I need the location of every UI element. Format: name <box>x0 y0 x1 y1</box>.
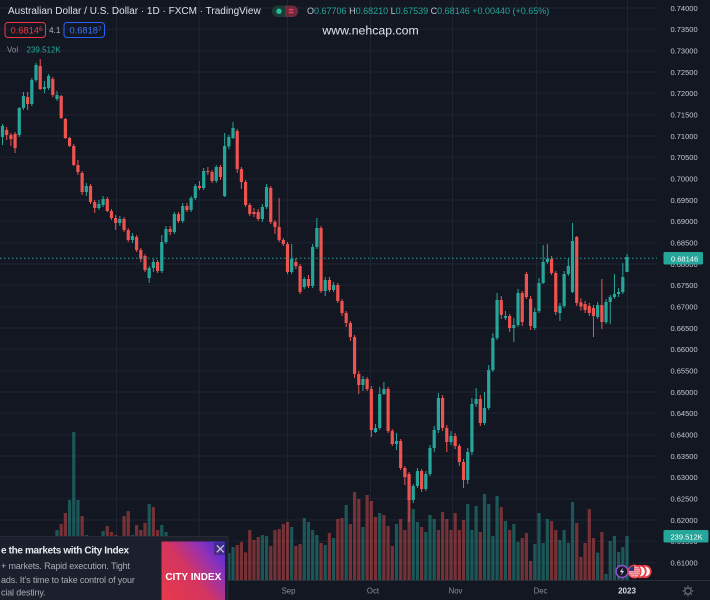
svg-text:0.67000: 0.67000 <box>671 303 698 312</box>
svg-text:0.61000: 0.61000 <box>671 559 698 568</box>
svg-text:0.71000: 0.71000 <box>671 132 698 141</box>
svg-text:0.66500: 0.66500 <box>671 324 698 333</box>
svg-text:4.1: 4.1 <box>49 26 61 35</box>
svg-text:0.64500: 0.64500 <box>671 409 698 418</box>
svg-text:cial destiny.: cial destiny. <box>1 588 45 598</box>
svg-text:Vol: Vol <box>7 46 18 55</box>
svg-text:0.65500: 0.65500 <box>671 367 698 376</box>
svg-text:0.70500: 0.70500 <box>671 153 698 162</box>
svg-text:2023: 2023 <box>618 587 636 596</box>
svg-text:ads. It’s time to take control: ads. It’s time to take control of your <box>1 575 135 585</box>
svg-text:CITY INDEX: CITY INDEX <box>165 572 221 583</box>
svg-text:Dec: Dec <box>534 587 548 596</box>
svg-text:0.65000: 0.65000 <box>671 388 698 397</box>
svg-text:0.73000: 0.73000 <box>671 47 698 56</box>
svg-text:0.68146: 0.68146 <box>11 26 43 36</box>
svg-text:0.68500: 0.68500 <box>671 239 698 248</box>
svg-text:0.73500: 0.73500 <box>671 25 698 34</box>
svg-text:0.66000: 0.66000 <box>671 345 698 354</box>
svg-text:Nov: Nov <box>449 587 463 596</box>
svg-text:0.70000: 0.70000 <box>671 175 698 184</box>
svg-text:0.62000: 0.62000 <box>671 516 698 525</box>
svg-text:0.71500: 0.71500 <box>671 111 698 120</box>
svg-text:0.69000: 0.69000 <box>671 217 698 226</box>
svg-text:Oct: Oct <box>367 587 380 596</box>
svg-text:0.67500: 0.67500 <box>671 281 698 290</box>
svg-text:Sep: Sep <box>282 587 297 596</box>
svg-text:239.512K: 239.512K <box>27 46 62 55</box>
svg-text:0.72000: 0.72000 <box>671 89 698 98</box>
svg-text:Australian Dollar / U.S. Dolla: Australian Dollar / U.S. Dollar · 1D · F… <box>8 6 261 17</box>
svg-text:O0.67706 H0.68210 L0.67539 C0.: O0.67706 H0.68210 L0.67539 C0.68146 +0.0… <box>307 6 549 16</box>
svg-text:0.69500: 0.69500 <box>671 196 698 205</box>
svg-text:239.512K: 239.512K <box>671 532 703 541</box>
svg-text:www.nehcap.com: www.nehcap.com <box>321 23 418 37</box>
svg-text:0.74000: 0.74000 <box>671 4 698 13</box>
svg-text:e the markets with City Index: e the markets with City Index <box>1 546 129 557</box>
svg-text:+ markets. Rapid execution. Ti: + markets. Rapid execution. Tight <box>1 561 131 571</box>
svg-text:0.68146: 0.68146 <box>671 254 698 263</box>
svg-text:0.63000: 0.63000 <box>671 473 698 482</box>
svg-text:0.64000: 0.64000 <box>671 431 698 440</box>
svg-text:0.72500: 0.72500 <box>671 68 698 77</box>
svg-text:0.68187: 0.68187 <box>70 26 102 36</box>
svg-text:0.62500: 0.62500 <box>671 495 698 504</box>
svg-text:0.63500: 0.63500 <box>671 452 698 461</box>
